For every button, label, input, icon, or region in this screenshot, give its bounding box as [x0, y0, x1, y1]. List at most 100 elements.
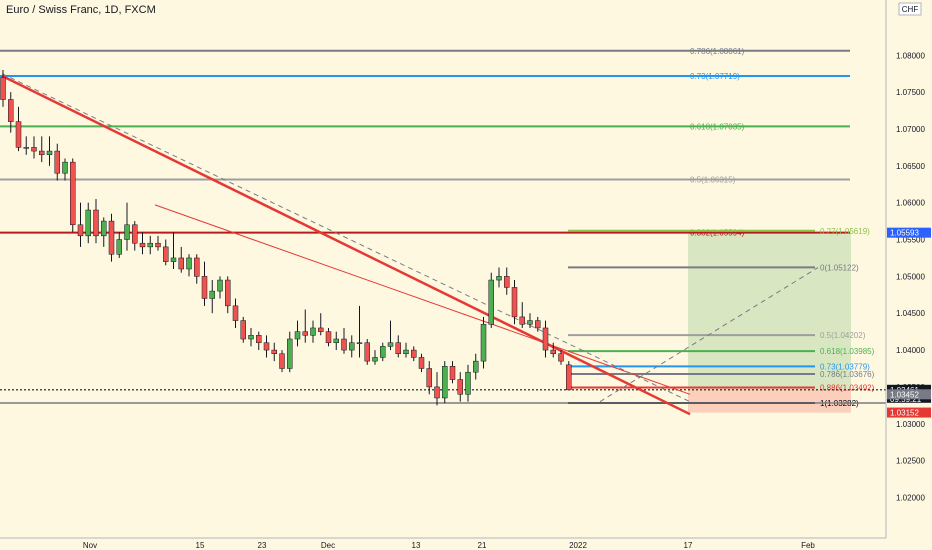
y-tick-label: 1.06500	[896, 162, 925, 171]
candle-body	[411, 349, 417, 358]
stop-zone	[688, 389, 851, 413]
y-tick-label: 1.08000	[896, 51, 925, 60]
candle-body	[380, 346, 386, 358]
y-tick-label: 1.05000	[896, 272, 925, 281]
candle-body	[333, 338, 339, 343]
candles	[0, 70, 572, 406]
fib-level-label: 0.73(1.07719)	[690, 72, 740, 81]
candle-body	[263, 342, 270, 351]
x-tick-label: 17	[684, 541, 693, 550]
candle-body	[426, 368, 432, 388]
fib-level-label: 0(1.05122)	[820, 263, 859, 272]
price-tag-target-bg	[887, 227, 931, 238]
x-tick-label: 15	[196, 541, 205, 550]
x-tick-label: Feb	[801, 541, 815, 550]
x-tick-label: Nov	[83, 541, 97, 550]
candle-body	[186, 257, 192, 270]
candle-body	[139, 242, 146, 248]
candle-body	[240, 320, 246, 340]
candle-body	[54, 150, 60, 174]
candle-body	[62, 161, 68, 174]
candle-body	[550, 349, 556, 355]
trend-line-main	[1, 74, 691, 416]
position-zones	[688, 232, 851, 413]
candle-body	[457, 379, 463, 395]
candle-body	[163, 246, 169, 262]
candle-body	[101, 220, 107, 237]
candle-body	[85, 209, 91, 237]
price-tag-stop-bg	[887, 407, 931, 418]
x-tick-label: 2022	[569, 541, 587, 550]
candle-body	[542, 327, 549, 351]
candle-body	[93, 209, 99, 237]
candle-body	[527, 320, 533, 325]
price-tag-target: 1.05593	[890, 229, 919, 238]
chart-title: Euro / Swiss Franc, 1D, FXCM	[6, 4, 156, 16]
candle-body	[116, 239, 122, 255]
fib-levels: 0.786(1.08061) 0.73(1.07719) 0.618(1.07035…	[0, 47, 886, 408]
y-tick-label: 1.04000	[896, 346, 925, 355]
trend-line-dashed	[1, 73, 691, 403]
candle-body	[356, 342, 363, 344]
trend-lines	[1, 73, 819, 416]
currency-label: CHF	[902, 5, 919, 14]
candle-body	[341, 338, 347, 351]
candle-body	[325, 331, 332, 343]
candle-body	[77, 224, 84, 237]
candle-body	[535, 320, 541, 329]
trend-line-secondary	[154, 204, 691, 395]
x-tick-label: Dec	[321, 541, 335, 550]
candle-body	[46, 150, 53, 156]
x-tick-label: 21	[478, 541, 487, 550]
candle-body	[403, 349, 409, 355]
candle-body	[473, 360, 479, 373]
candle-body	[23, 147, 29, 149]
candle-body	[434, 386, 440, 399]
candle-body	[217, 279, 223, 292]
y-tick-label: 1.03000	[896, 420, 925, 429]
price-tag-stop: 1.03152	[890, 409, 919, 418]
candle-body	[349, 342, 355, 351]
y-tick-label: 1.02500	[896, 457, 925, 466]
candle-body	[225, 279, 231, 307]
candle-body	[310, 327, 316, 336]
fib-level-label: 0.618(1.07035)	[690, 122, 745, 131]
target-zone	[688, 232, 851, 390]
price-tag-entry-bg	[887, 389, 931, 400]
price-tag-entry: 1.03452	[890, 390, 919, 399]
candle-body	[566, 364, 572, 391]
candle-body	[318, 327, 324, 332]
candle-body	[465, 371, 471, 395]
candle-body	[256, 335, 262, 343]
candle-body	[8, 99, 14, 122]
fib-level-label: 0.786(1.08061)	[690, 47, 745, 56]
candle-body	[271, 349, 277, 355]
candle-body	[364, 342, 370, 362]
candle-body	[395, 342, 401, 355]
candle-body	[279, 353, 285, 369]
candle-body	[442, 366, 448, 399]
fib-level-label: 0.618(1.03985)	[820, 347, 875, 356]
y-tick-label: 1.06000	[896, 199, 925, 208]
candle-body	[287, 338, 293, 369]
candle-body	[387, 342, 394, 347]
y-tick-label: 1.07500	[896, 88, 925, 97]
candle-body	[0, 77, 6, 100]
fib-level-label: 0.27(1.05619)	[820, 227, 870, 236]
fib-level-label: 0.786(1.03676)	[820, 370, 875, 379]
y-tick-label: 1.05500	[896, 236, 925, 245]
candle-body	[108, 220, 115, 255]
fib-level-label: 0.73(1.03779)	[820, 362, 870, 371]
candle-body	[504, 276, 510, 288]
candle-body	[519, 316, 525, 325]
candle-body	[488, 279, 494, 325]
candle-body	[194, 257, 200, 277]
y-tick-label: 1.04500	[896, 309, 925, 318]
candle-body	[132, 224, 138, 244]
candle-body	[449, 366, 456, 380]
candle-body	[480, 324, 487, 362]
candle-body	[147, 242, 153, 248]
